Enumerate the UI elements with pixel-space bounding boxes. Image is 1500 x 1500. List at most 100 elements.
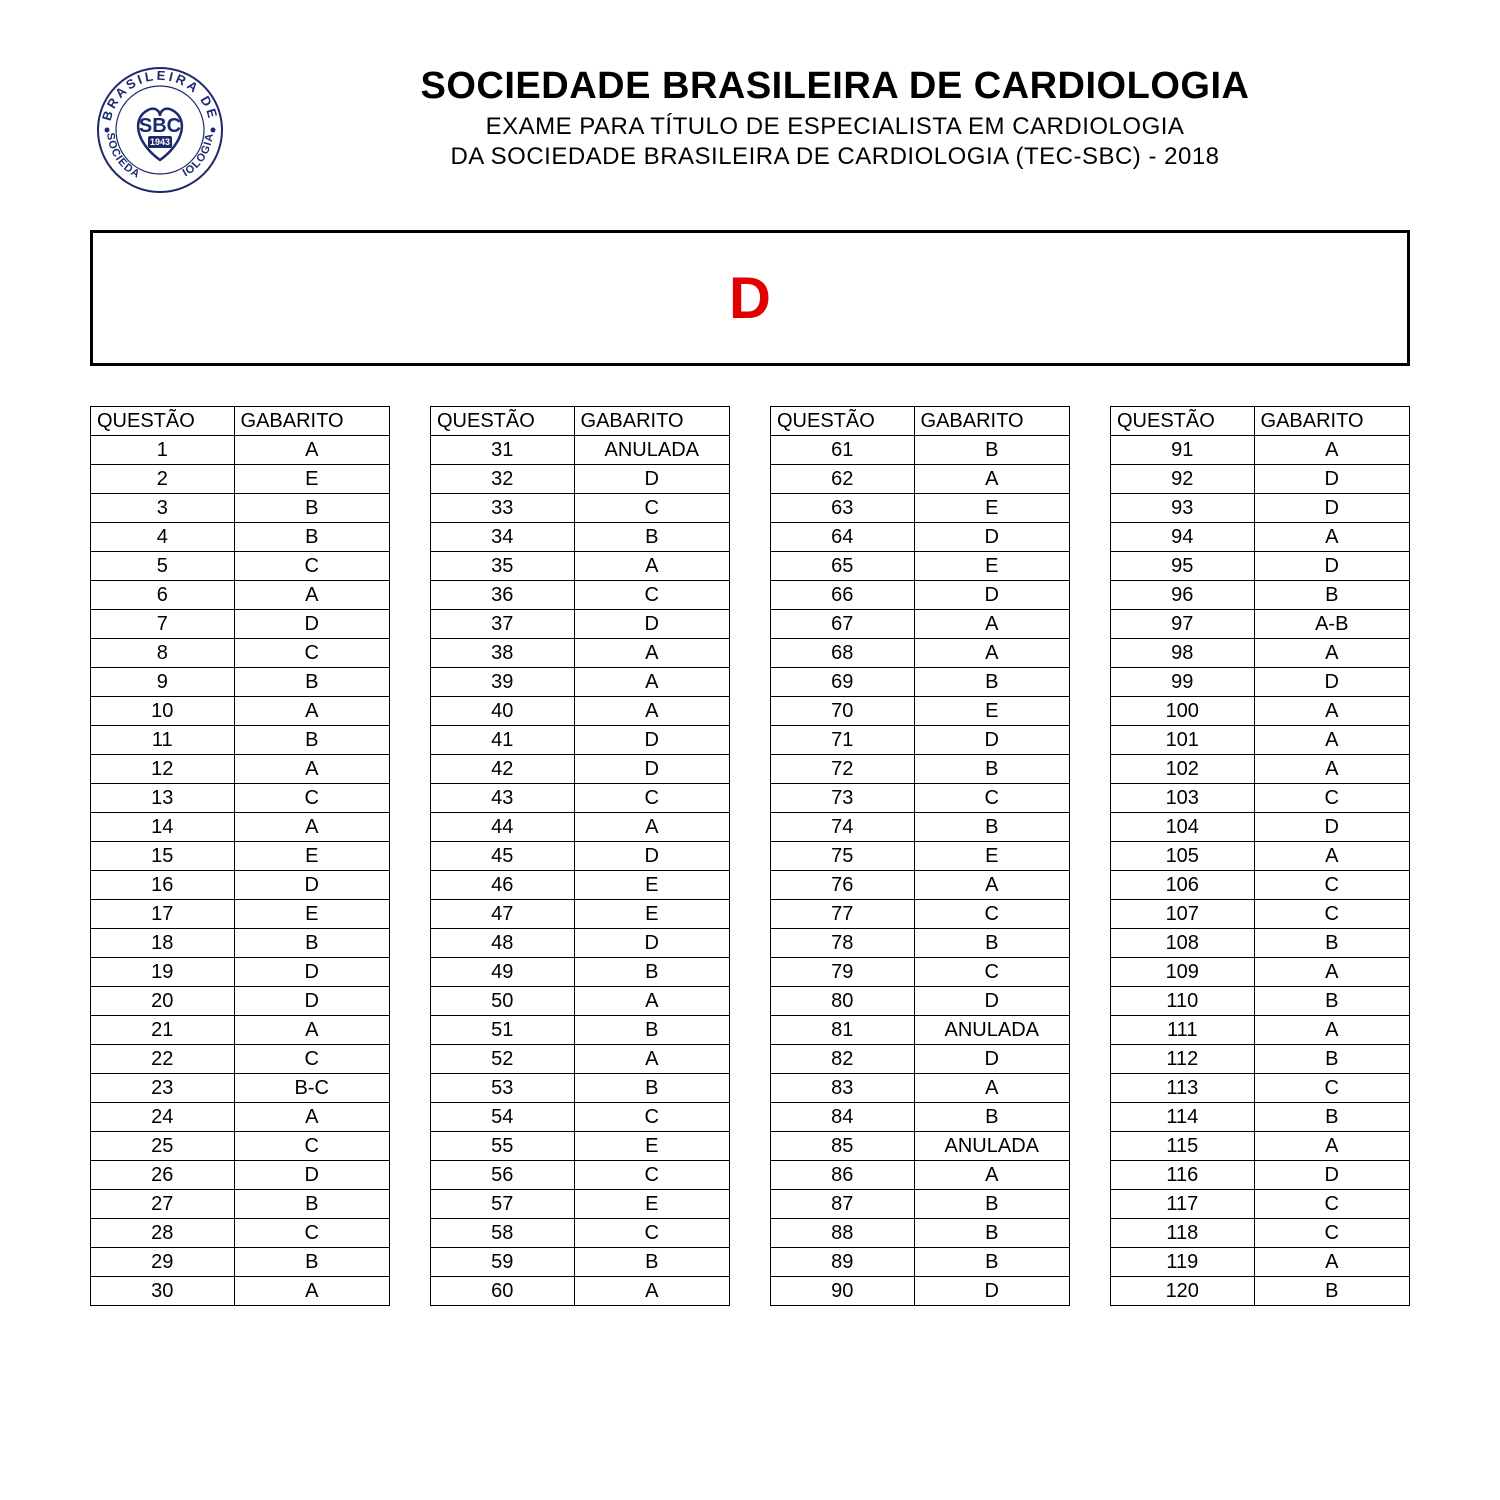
table-row: 13C (91, 784, 390, 813)
svg-text:1943: 1943 (150, 137, 170, 147)
question-number: 48 (431, 929, 575, 958)
answer-value: A (914, 1074, 1069, 1103)
question-number: 81 (771, 1016, 915, 1045)
answer-value: B (574, 1016, 729, 1045)
table-row: 84B (771, 1103, 1070, 1132)
question-number: 25 (91, 1132, 235, 1161)
table-row: 33C (431, 494, 730, 523)
answer-value: B (574, 958, 729, 987)
question-number: 24 (91, 1103, 235, 1132)
answer-value: D (234, 610, 389, 639)
answer-value: A (1254, 726, 1409, 755)
column-header-answer: GABARITO (914, 407, 1069, 436)
table-row: 39A (431, 668, 730, 697)
table-row: 43C (431, 784, 730, 813)
table-row: 103C (1111, 784, 1410, 813)
question-number: 12 (91, 755, 235, 784)
question-number: 114 (1111, 1103, 1255, 1132)
question-number: 57 (431, 1190, 575, 1219)
question-number: 117 (1111, 1190, 1255, 1219)
table-row: 120B (1111, 1277, 1410, 1306)
table-row: 91A (1111, 436, 1410, 465)
answer-value: A (1254, 958, 1409, 987)
question-number: 92 (1111, 465, 1255, 494)
answer-value: D (574, 755, 729, 784)
answer-value: A (1254, 436, 1409, 465)
table-row: 93D (1111, 494, 1410, 523)
question-number: 6 (91, 581, 235, 610)
question-number: 65 (771, 552, 915, 581)
table-row: 114B (1111, 1103, 1410, 1132)
table-row: 79C (771, 958, 1070, 987)
answer-value: D (1254, 813, 1409, 842)
table-row: 104D (1111, 813, 1410, 842)
answer-value: E (914, 842, 1069, 871)
table-row: 86A (771, 1161, 1070, 1190)
table-row: 61B (771, 436, 1070, 465)
answer-value: B (914, 813, 1069, 842)
svg-text:SBC: SBC (139, 115, 181, 137)
question-number: 62 (771, 465, 915, 494)
table-row: 90D (771, 1277, 1070, 1306)
question-number: 115 (1111, 1132, 1255, 1161)
table-row: 113C (1111, 1074, 1410, 1103)
table-row: 83A (771, 1074, 1070, 1103)
answer-value: C (914, 900, 1069, 929)
answer-value: ANULADA (914, 1132, 1069, 1161)
table-row: 22C (91, 1045, 390, 1074)
table-row: 63E (771, 494, 1070, 523)
answer-value: B (234, 1190, 389, 1219)
table-row: 68A (771, 639, 1070, 668)
question-number: 3 (91, 494, 235, 523)
question-number: 9 (91, 668, 235, 697)
answer-value: D (914, 726, 1069, 755)
question-number: 88 (771, 1219, 915, 1248)
question-number: 10 (91, 697, 235, 726)
answer-value: A (1254, 697, 1409, 726)
answer-value: B (574, 523, 729, 552)
answer-table: QUESTÃOGABARITO31ANULADA32D33C34B35A36C3… (430, 406, 730, 1306)
question-number: 102 (1111, 755, 1255, 784)
answer-value: D (1254, 494, 1409, 523)
table-row: 92D (1111, 465, 1410, 494)
table-row: 9B (91, 668, 390, 697)
table-row: 21A (91, 1016, 390, 1045)
question-number: 101 (1111, 726, 1255, 755)
question-number: 38 (431, 639, 575, 668)
table-row: 105A (1111, 842, 1410, 871)
title-sub-2: DA SOCIEDADE BRASILEIRA DE CARDIOLOGIA (… (260, 142, 1410, 172)
question-number: 50 (431, 987, 575, 1016)
table-row: 94A (1111, 523, 1410, 552)
table-row: 1A (91, 436, 390, 465)
column-header-question: QUESTÃO (771, 407, 915, 436)
table-row: 35A (431, 552, 730, 581)
table-row: 45D (431, 842, 730, 871)
table-row: 77C (771, 900, 1070, 929)
question-number: 79 (771, 958, 915, 987)
question-number: 2 (91, 465, 235, 494)
question-number: 66 (771, 581, 915, 610)
answer-value: A-B (1254, 610, 1409, 639)
answer-value: E (234, 465, 389, 494)
table-row: 108B (1111, 929, 1410, 958)
answer-value: B (1254, 987, 1409, 1016)
answer-value: D (234, 958, 389, 987)
answer-value: E (914, 697, 1069, 726)
table-row: 87B (771, 1190, 1070, 1219)
table-row: 4B (91, 523, 390, 552)
question-number: 85 (771, 1132, 915, 1161)
column-header-question: QUESTÃO (1111, 407, 1255, 436)
question-number: 21 (91, 1016, 235, 1045)
question-number: 37 (431, 610, 575, 639)
table-row: 111A (1111, 1016, 1410, 1045)
form-code-letter: D (729, 265, 771, 332)
question-number: 54 (431, 1103, 575, 1132)
table-row: 47E (431, 900, 730, 929)
table-row: 67A (771, 610, 1070, 639)
table-row: 36C (431, 581, 730, 610)
table-row: 11B (91, 726, 390, 755)
answer-value: E (914, 552, 1069, 581)
table-row: 118C (1111, 1219, 1410, 1248)
answer-value: A (914, 639, 1069, 668)
answer-value: C (1254, 1219, 1409, 1248)
